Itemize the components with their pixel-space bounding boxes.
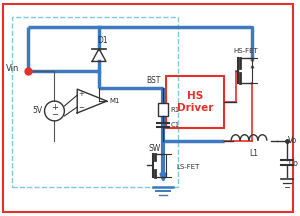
Text: Vo: Vo	[288, 136, 297, 145]
Text: LS-FET: LS-FET	[176, 164, 200, 170]
Text: Co: Co	[289, 159, 299, 168]
Text: −: −	[51, 110, 58, 119]
Bar	[12, 17, 178, 187]
Text: BST: BST	[146, 76, 160, 85]
Text: +: +	[78, 91, 84, 97]
Text: SW: SW	[148, 144, 160, 153]
Bar	[166, 76, 224, 128]
Text: R1: R1	[170, 107, 180, 113]
Text: HS-FET: HS-FET	[233, 48, 258, 54]
Text: HS
Driver: HS Driver	[177, 91, 213, 113]
Text: +: +	[51, 103, 58, 113]
Text: D1: D1	[98, 36, 108, 45]
Text: C1: C1	[170, 122, 180, 128]
Text: 5V: 5V	[32, 106, 43, 116]
Bar	[158, 103, 168, 116]
Polygon shape	[77, 89, 107, 113]
Text: M1: M1	[109, 98, 119, 104]
Text: L1: L1	[249, 149, 258, 158]
Text: Vin: Vin	[6, 64, 19, 73]
Text: −: −	[78, 105, 84, 111]
